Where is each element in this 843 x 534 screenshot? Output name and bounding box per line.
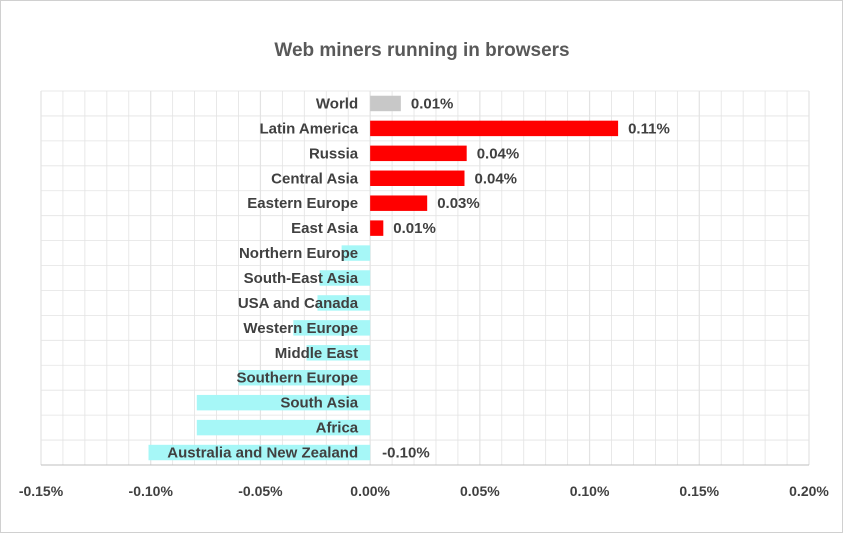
data-label: 0.01% [411,95,454,112]
bar-east-asia [370,220,384,236]
data-label: 0.01% [393,220,436,237]
x-tick-label: 0.00% [350,483,390,499]
x-tick-label: -0.15% [19,483,64,499]
bar-latin-america [370,120,619,137]
category-label: Western Europe [243,320,358,337]
data-label: 0.03% [437,195,480,212]
data-labels: 0.01%0.11%0.04%0.04%0.03%0.01%-0.10% [382,95,670,461]
bar-central-asia [370,170,465,186]
category-label: Central Asia [271,170,359,187]
category-label: Eastern Europe [247,195,358,212]
category-label: Middle East [275,345,358,362]
grid-lines [40,90,810,466]
bar-eastern-europe [370,195,428,211]
category-label: World [316,95,358,112]
category-label: Latin America [259,120,358,137]
category-label: South Asia [280,395,358,412]
x-tick-label: 0.05% [460,483,500,499]
bar-russia [370,145,467,162]
category-label: USA and Canada [238,295,359,312]
bar-world [370,95,401,112]
bar-south-asia [196,394,371,411]
category-label: Australia and New Zealand [167,445,358,462]
x-tick-label: 0.15% [679,483,719,499]
bar-southern-europe [238,370,371,386]
data-label: 0.11% [628,120,670,137]
bar-australia-and-new-zealand [148,444,371,461]
x-axis-ticks: -0.15% -0.10% -0.05% 0.00% 0.05% 0.10% 0.15% 0.… [19,483,830,499]
bar-usa-and-canada [317,295,371,311]
data-label: 0.04% [474,170,517,187]
category-label: Africa [316,420,359,437]
category-label: Russia [309,145,359,162]
category-label: East Asia [291,220,359,237]
x-tick-label: 0.20% [789,483,829,499]
x-tick-label: -0.05% [238,483,283,499]
bar-northern-europe [341,245,371,261]
category-label: Northern Europe [239,245,358,262]
category-label: Southern Europe [236,370,358,387]
bar-western-europe [293,320,371,336]
bar-south-east-asia [319,270,371,286]
bars [148,95,619,461]
data-label: 0.04% [477,145,520,162]
category-label: South-East Asia [244,270,359,287]
category-labels: World Latin America Russia Central Asia East… [167,95,359,461]
data-label: -0.10% [382,445,430,462]
bar-africa [196,419,371,436]
x-tick-label: 0.10% [570,483,610,499]
bar-middle-east [306,345,371,361]
chart-title: Web miners running in browsers [274,40,569,61]
x-tick-label: -0.10% [129,483,174,499]
